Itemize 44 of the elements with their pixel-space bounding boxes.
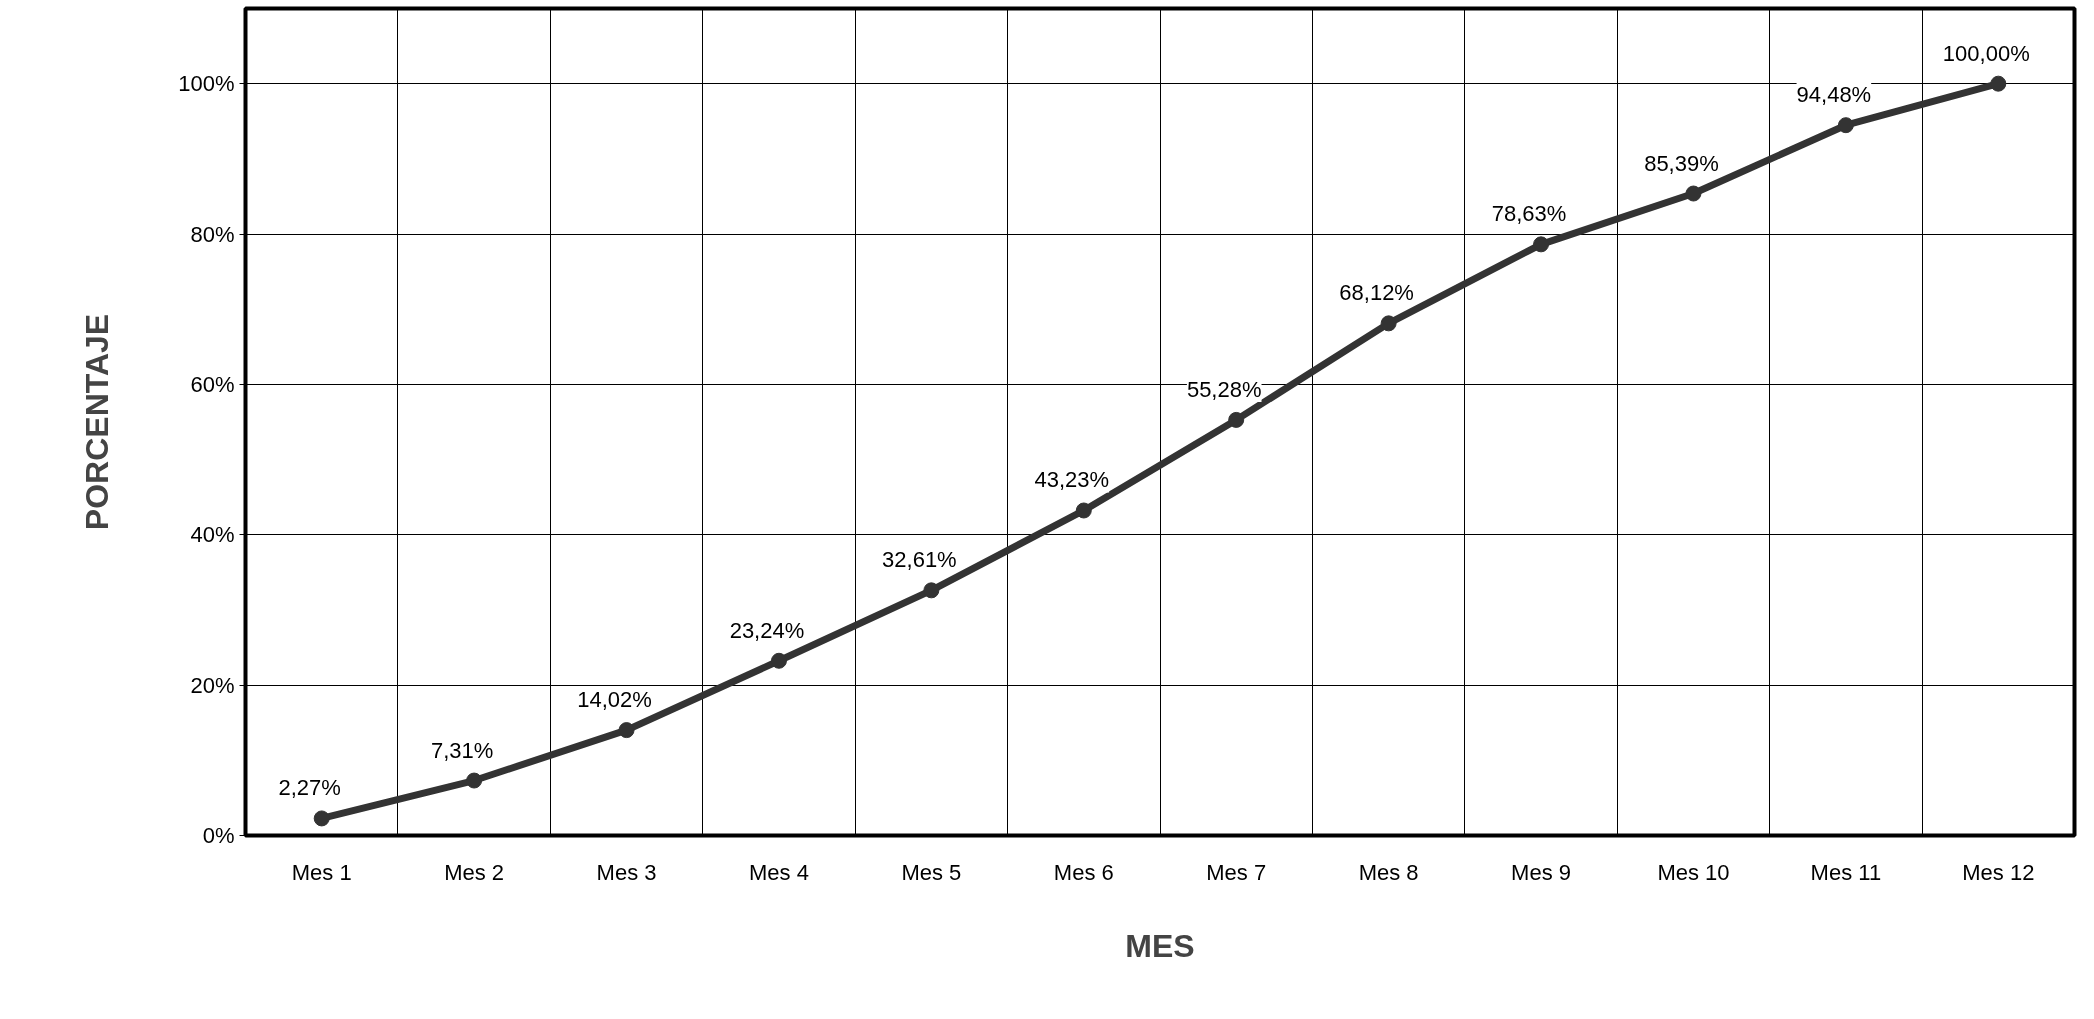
data-label: 2,27%	[278, 775, 341, 801]
x-tick-label: Mes 4	[749, 859, 809, 885]
point	[313, 810, 330, 827]
y-axis-title: PORCENTAJE	[79, 313, 116, 531]
point	[466, 772, 483, 789]
point	[618, 722, 635, 739]
data-label: 100,00%	[1942, 40, 2030, 66]
data-label: 7,31%	[430, 737, 494, 763]
data-label: 78,63%	[1491, 201, 1567, 227]
x-tick-label: Mes 11	[1810, 859, 1882, 885]
y-tick-label: 20%	[190, 672, 235, 698]
x-tick-label: Mes 1	[291, 859, 352, 885]
y-tick-label: 60%	[190, 371, 235, 397]
data-label: 14,02%	[577, 687, 652, 713]
x-tick-label: Mes 7	[1206, 859, 1267, 885]
point	[1228, 411, 1245, 428]
point	[1380, 315, 1397, 332]
point	[1685, 185, 1702, 202]
y-tick-label: 40%	[190, 522, 235, 548]
x-tick-label: Mes 8	[1358, 859, 1419, 885]
x-tick-label: Mes 9	[1511, 859, 1572, 885]
y-tick-label: 80%	[190, 221, 235, 247]
data-label: 32,61%	[882, 547, 957, 573]
x-tick-label: Mes 2	[444, 859, 505, 885]
y-tick-label: 100%	[178, 71, 235, 97]
data-label: 55,28%	[1186, 376, 1262, 402]
x-tick-label: Mes 12	[1962, 859, 2035, 885]
data-label: 43,23%	[1034, 467, 1110, 493]
x-tick-label: Mes 6	[1053, 859, 1114, 885]
data-label: 85,39%	[1644, 150, 1719, 176]
data-label: 68,12%	[1339, 280, 1414, 306]
x-axis-title: MES	[1125, 927, 1195, 964]
x-tick-label: Mes 3	[596, 859, 657, 885]
point	[1990, 75, 2007, 92]
x-tick-label: Mes 10	[1657, 859, 1730, 885]
data-label: 23,24%	[729, 617, 805, 643]
point	[1837, 117, 1854, 134]
point	[1533, 236, 1550, 253]
point	[923, 582, 940, 599]
point	[1075, 502, 1092, 519]
x-tick-label: Mes 5	[901, 859, 962, 885]
data-label: 94,48%	[1796, 82, 1872, 108]
y-tick-label: 0%	[202, 823, 235, 848]
point	[770, 652, 787, 669]
